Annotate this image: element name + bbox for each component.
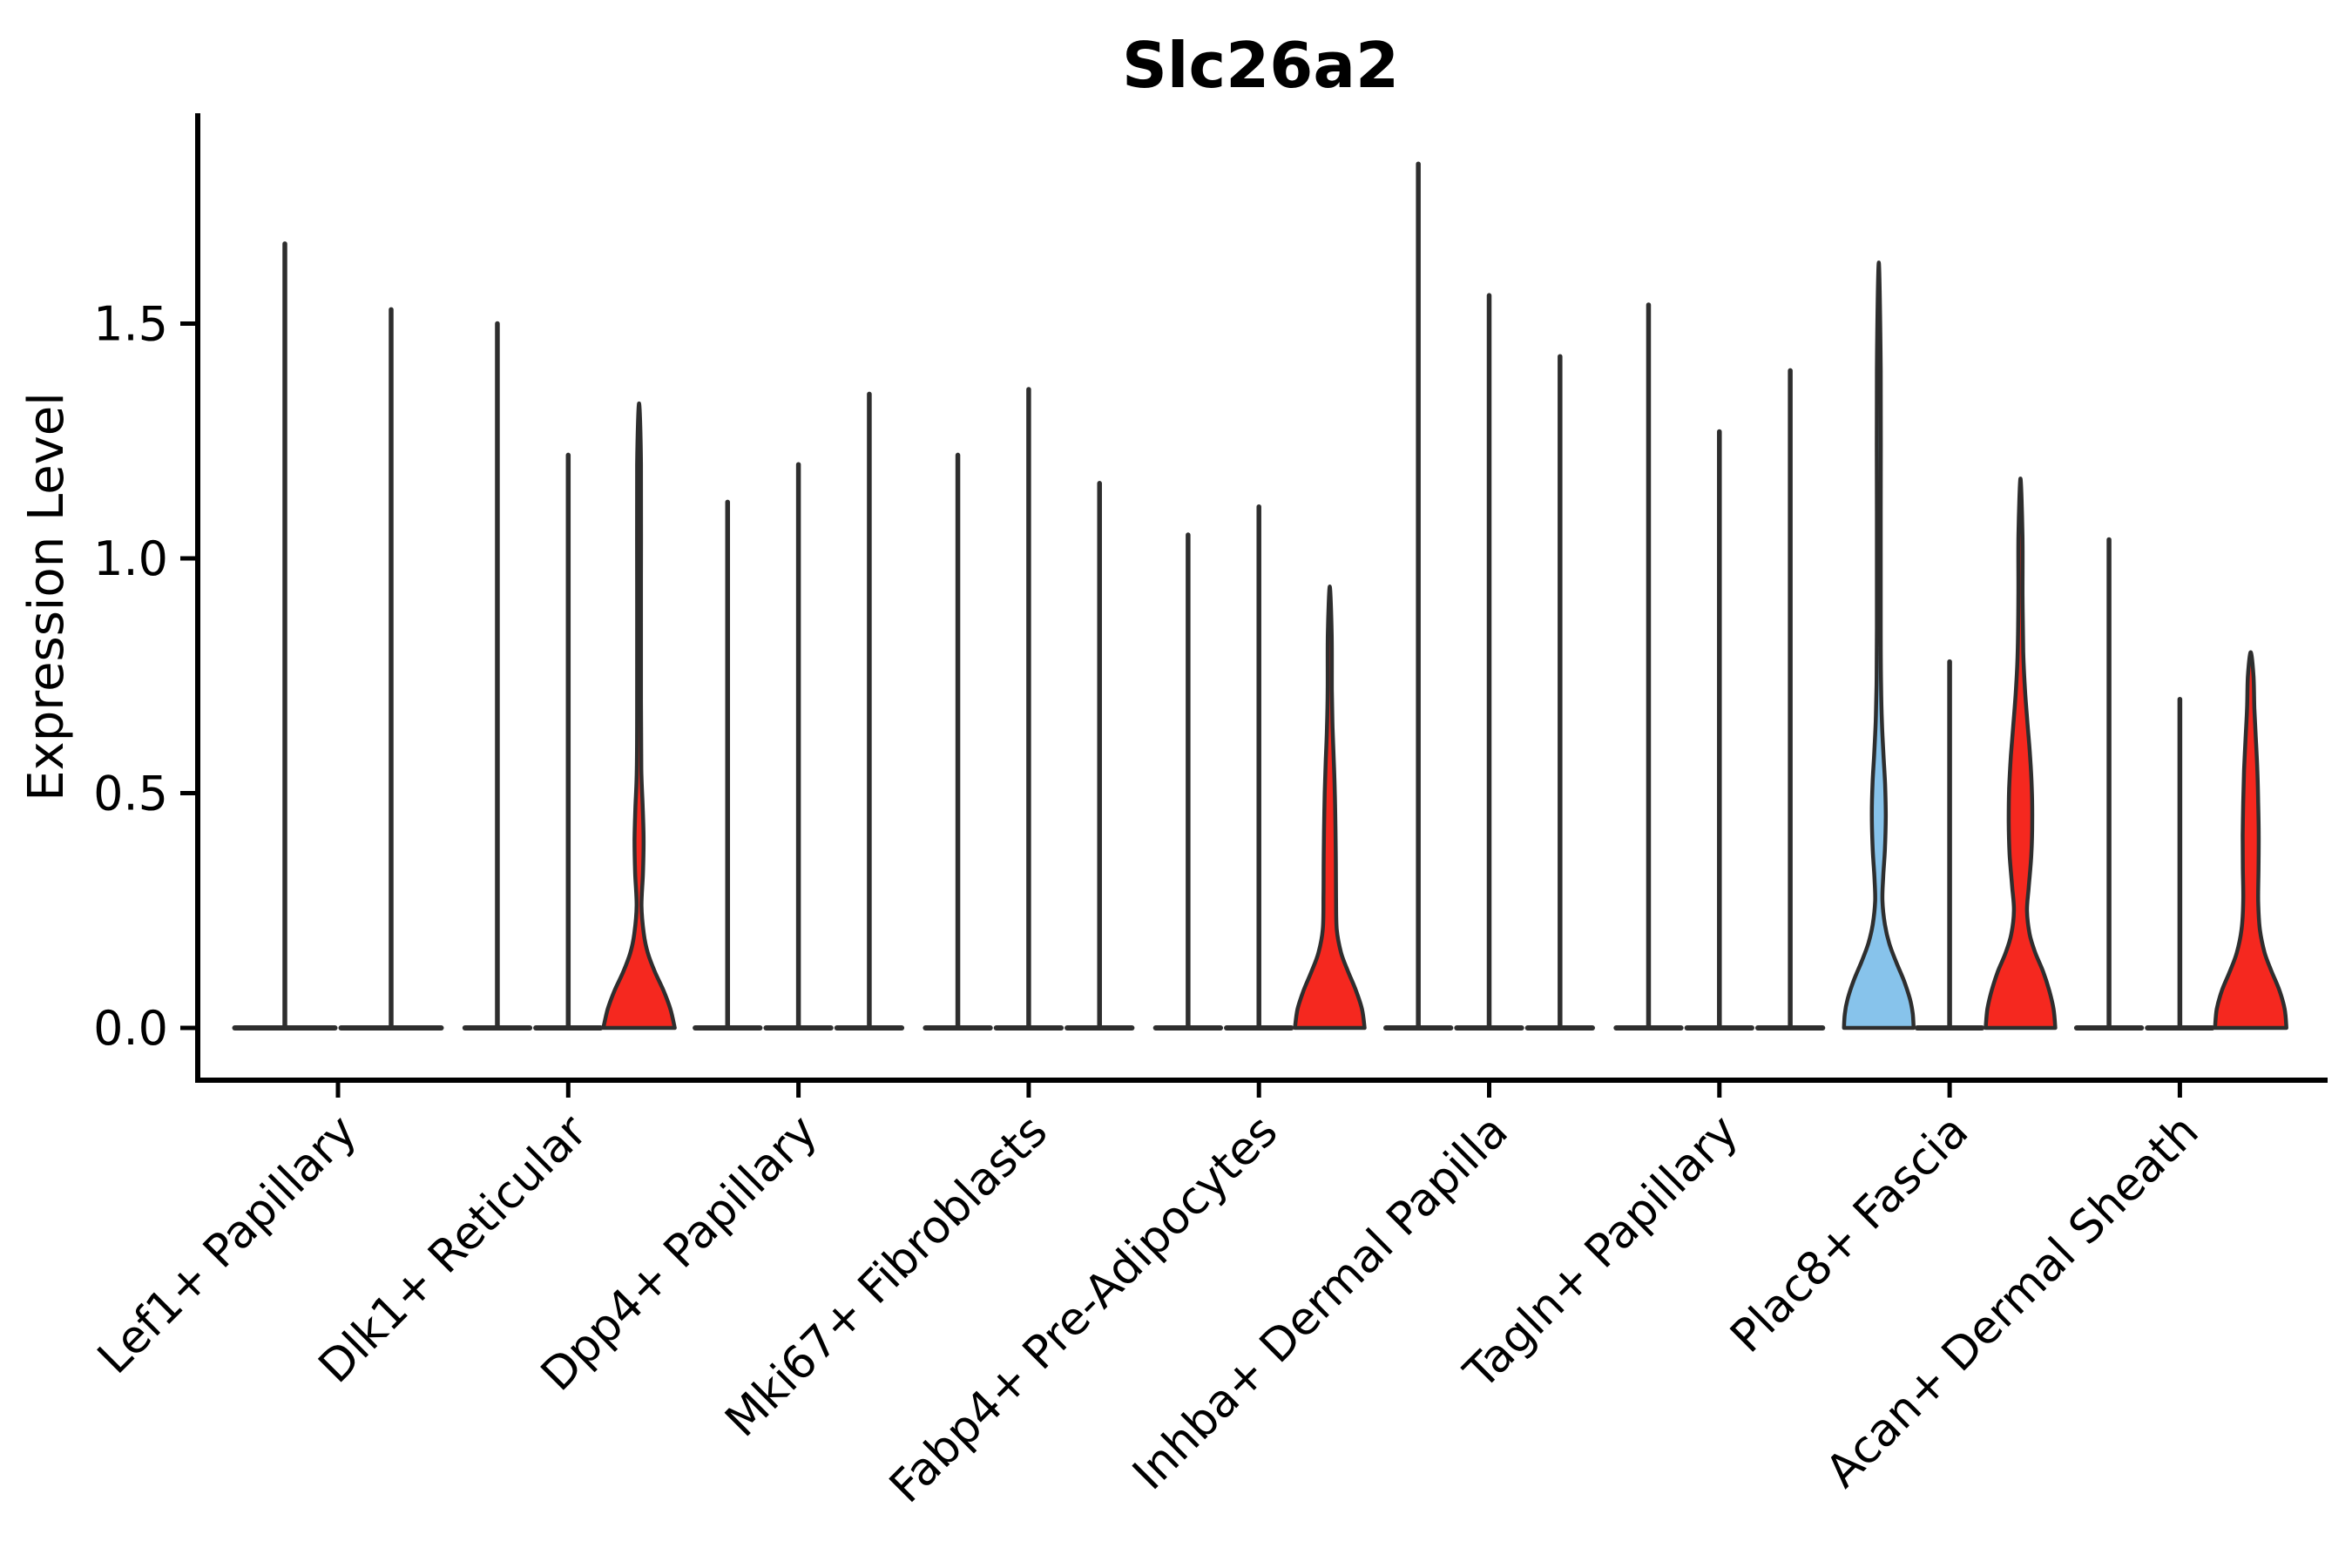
violin-red [2213, 650, 2288, 1031]
y-tick-label: 1.5 [93, 297, 168, 352]
y-tick-label: 0.5 [93, 767, 168, 821]
y-tick-label: 1.0 [93, 531, 168, 586]
y-tick-label: 0.0 [93, 1001, 168, 1056]
x-tick-label: Plac8+ Fascia [1720, 1105, 1978, 1363]
y-axis-label: Expression Level [18, 392, 75, 801]
violins-layer [232, 161, 2288, 1031]
violin-blue [1842, 260, 1916, 1031]
violin-red [1293, 585, 1367, 1031]
x-tick-label: Inhba+ Dermal Papilla [1123, 1105, 1517, 1500]
violin-red [1984, 476, 2058, 1031]
chart-title: Slc26a2 [1122, 29, 1399, 102]
x-tick-label: Acan+ Dermal Sheath [1816, 1105, 2209, 1498]
violin-red [601, 401, 677, 1031]
x-tick-label: Fabp4+ Pre-Adipocytes [880, 1105, 1288, 1513]
